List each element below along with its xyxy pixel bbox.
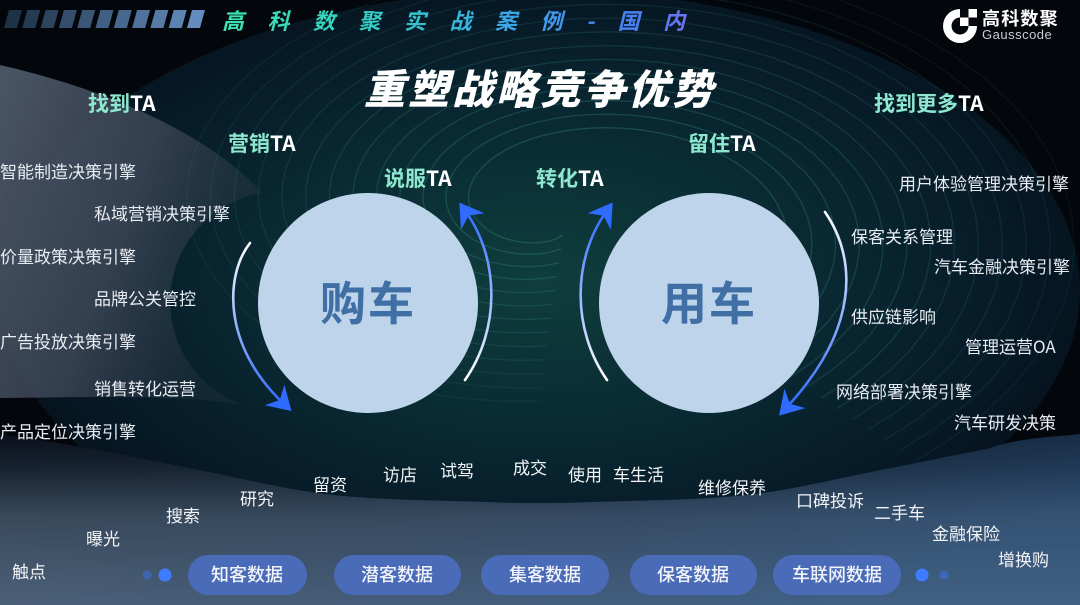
svg-text:留资: 留资 xyxy=(313,471,347,496)
svg-text:使用: 使用 xyxy=(568,461,602,486)
svg-text:成交: 成交 xyxy=(513,454,547,479)
svg-text:价量政策决策引擎: 价量政策决策引擎 xyxy=(0,243,136,268)
svg-text:访店: 访店 xyxy=(383,461,417,486)
svg-text:产品定位决策引擎: 产品定位决策引擎 xyxy=(0,418,136,443)
svg-text:汽车金融决策引擎: 汽车金融决策引擎 xyxy=(934,253,1070,278)
svg-text:潜客数据: 潜客数据 xyxy=(361,561,433,587)
svg-text:试驾: 试驾 xyxy=(440,457,474,482)
svg-text:网络部署决策引擎: 网络部署决策引擎 xyxy=(836,378,972,403)
svg-text:留住TA: 留住TA xyxy=(688,128,756,158)
svg-text:金融保险: 金融保险 xyxy=(932,520,1000,545)
svg-text:车联网数据: 车联网数据 xyxy=(792,561,882,587)
svg-text:汽车研发决策: 汽车研发决策 xyxy=(954,409,1056,434)
svg-text:用车: 用车 xyxy=(661,268,757,334)
svg-text:说服TA: 说服TA xyxy=(384,163,452,193)
svg-text:管理运营OA: 管理运营OA xyxy=(965,333,1056,358)
svg-text:触点: 触点 xyxy=(12,558,46,583)
svg-text:品牌公关管控: 品牌公关管控 xyxy=(94,285,196,310)
svg-text:保客数据: 保客数据 xyxy=(657,561,729,587)
svg-text:研究: 研究 xyxy=(240,485,274,510)
svg-text:转化TA: 转化TA xyxy=(536,163,604,193)
svg-text:找到TA: 找到TA xyxy=(88,88,156,118)
svg-text:销售转化运营: 销售转化运营 xyxy=(94,375,196,400)
svg-text:保客关系管理: 保客关系管理 xyxy=(851,223,953,248)
svg-text:购车: 购车 xyxy=(320,268,416,334)
svg-text:车生活: 车生活 xyxy=(613,461,664,486)
svg-text:曝光: 曝光 xyxy=(86,525,120,550)
svg-text:找到更多TA: 找到更多TA xyxy=(874,88,984,118)
svg-text:高科数聚实战案例-国内: 高科数聚实战案例-国内 xyxy=(222,4,709,36)
svg-text:重塑战略竞争优势: 重塑战略竞争优势 xyxy=(364,56,718,116)
svg-text:口碑投诉: 口碑投诉 xyxy=(796,487,864,512)
svg-text:用户体验管理决策引擎: 用户体验管理决策引擎 xyxy=(899,170,1069,195)
svg-text:知客数据: 知客数据 xyxy=(211,561,283,587)
svg-text:智能制造决策引擎: 智能制造决策引擎 xyxy=(0,158,136,183)
svg-text:私域营销决策引擎: 私域营销决策引擎 xyxy=(94,200,230,225)
svg-text:广告投放决策引擎: 广告投放决策引擎 xyxy=(0,328,136,353)
svg-text:搜索: 搜索 xyxy=(166,502,200,527)
svg-text:增换购: 增换购 xyxy=(998,546,1049,571)
svg-text:集客数据: 集客数据 xyxy=(509,561,581,587)
svg-text:Gausscode: Gausscode xyxy=(982,27,1052,42)
svg-text:维修保养: 维修保养 xyxy=(698,474,766,499)
svg-text:二手车: 二手车 xyxy=(874,499,925,524)
svg-text:供应链影响: 供应链影响 xyxy=(851,303,936,328)
svg-text:营销TA: 营销TA xyxy=(228,128,296,158)
